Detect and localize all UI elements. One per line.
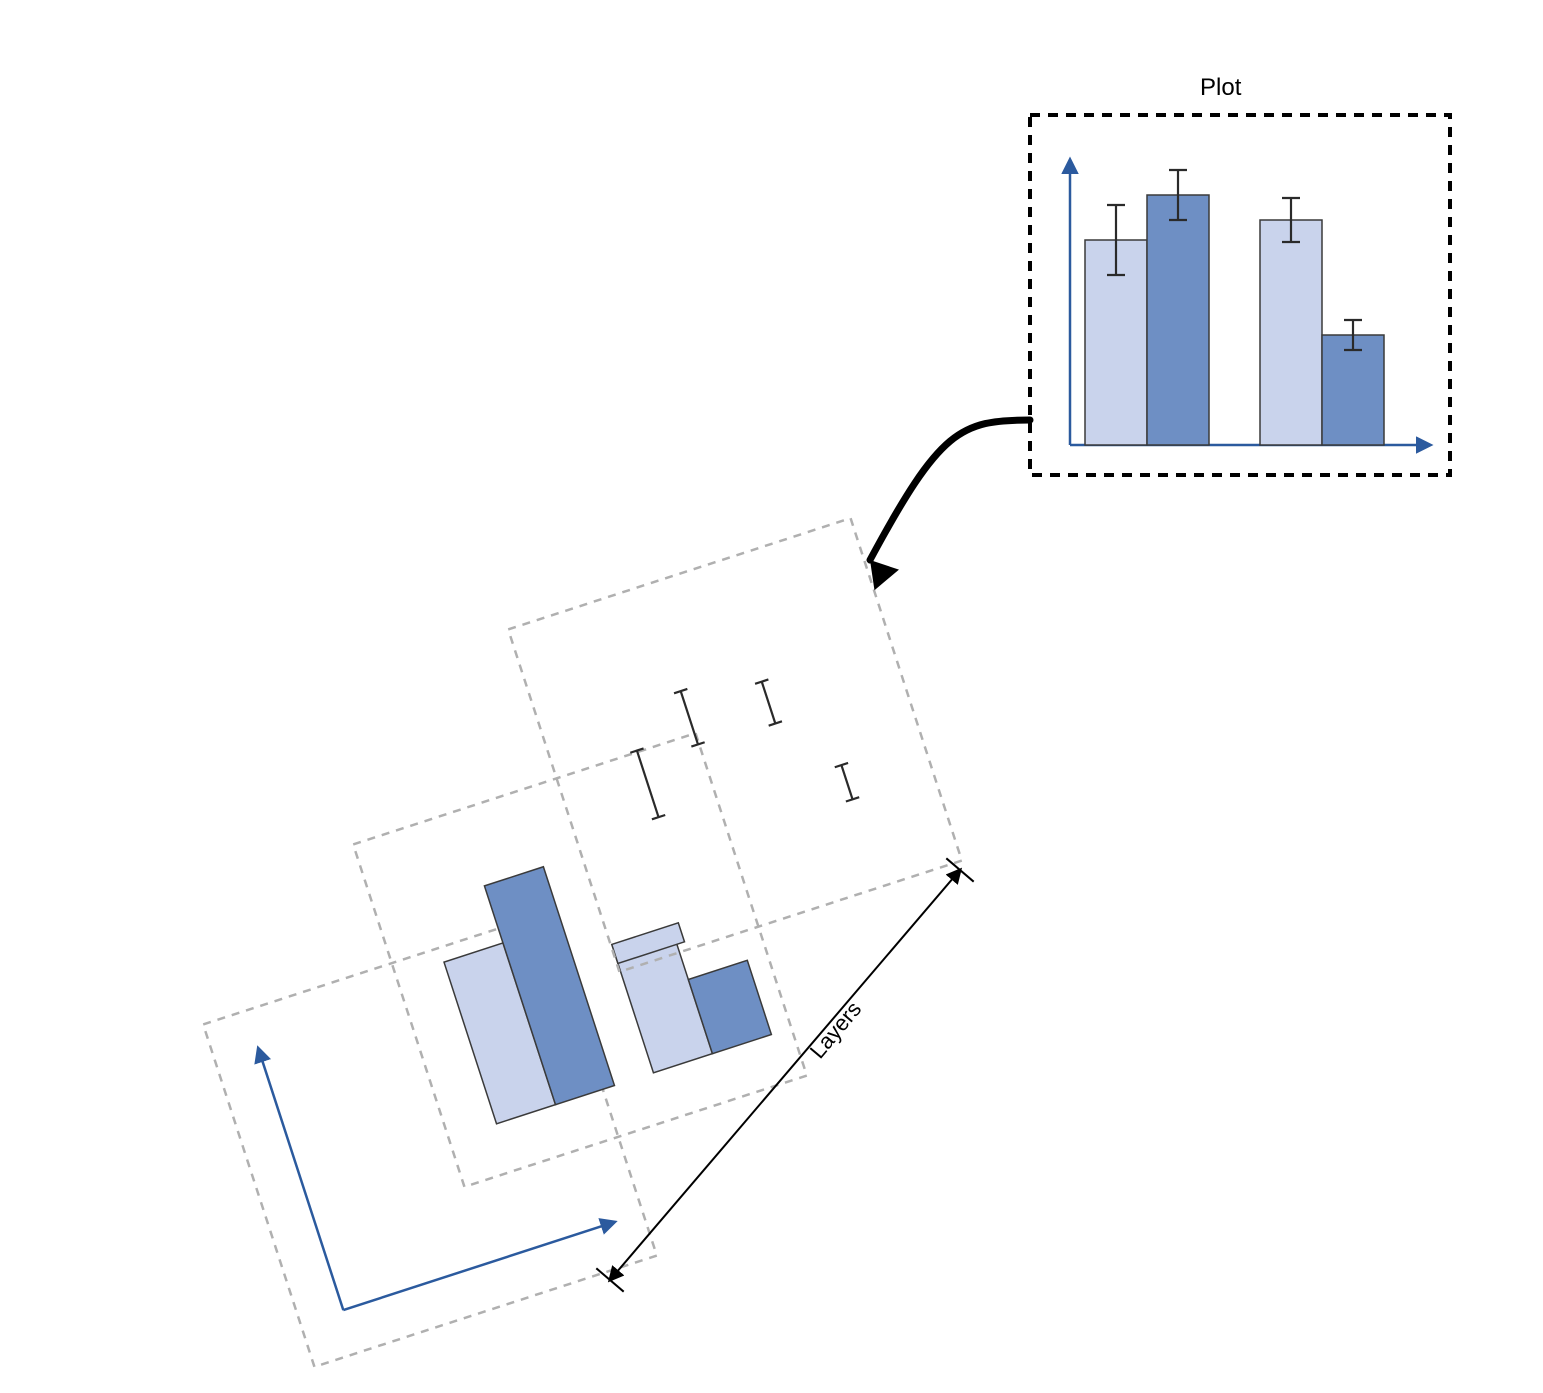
- error-bar: [630, 748, 665, 819]
- connector-arrow: [870, 420, 1030, 590]
- plot-title: Plot: [1200, 74, 1242, 101]
- layer-tile-1: [353, 733, 807, 1187]
- layer-tile-2: [508, 518, 962, 972]
- error-bar: [674, 689, 705, 747]
- layer-tile-0: [203, 913, 657, 1367]
- error-bar: [835, 763, 859, 802]
- error-bar: [755, 679, 782, 725]
- final-plot: Plot: [1030, 74, 1450, 475]
- diagram-canvas: Layers Plot: [0, 0, 1543, 1393]
- layers-dimension: Layers: [596, 858, 973, 1291]
- layers-label: Layers: [805, 997, 867, 1064]
- layer-bars: [425, 816, 771, 1124]
- layer-errorbars: [617, 649, 859, 860]
